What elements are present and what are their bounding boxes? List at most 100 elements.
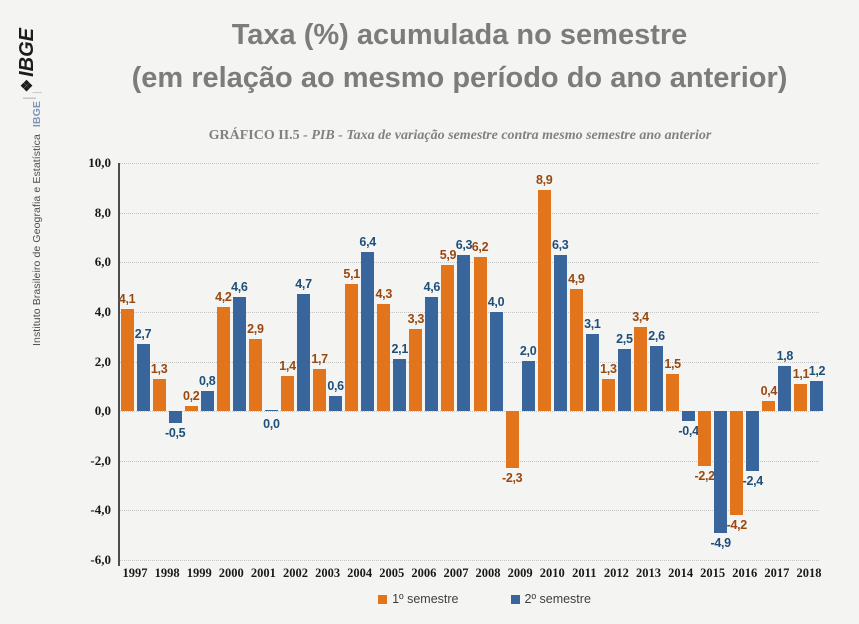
bar-value-label-1º-semestre-2006: 3,3: [407, 312, 425, 327]
bar-1º-semestre-1997: [120, 309, 134, 412]
bar-value-label-2º-semestre-2018: 1,2: [808, 364, 826, 379]
bar-value-label-2º-semestre-2006: 4,6: [423, 280, 441, 295]
x-tick-label-2006: 2006: [411, 566, 437, 580]
bar-1º-semestre-2008: [473, 257, 487, 412]
x-tick-label-1998: 1998: [154, 566, 180, 580]
bar-value-label-1º-semestre-1997: 4,1: [118, 292, 136, 307]
x-tick-label-2001: 2001: [250, 566, 276, 580]
bar-value-label-1º-semestre-2007: 5,9: [439, 248, 457, 263]
bar-value-label-1º-semestre-1998: 1,3: [150, 362, 168, 377]
bar-2º-semestre-2018: [810, 381, 824, 412]
x-tick-label-2016: 2016: [732, 566, 758, 580]
bar-2º-semestre-2005: [393, 359, 407, 412]
bar-1º-semestre-2003: [313, 369, 327, 412]
y-tick-label: -6,0: [90, 552, 111, 567]
sidebar-vertical-text: Instituto Brasileiro de Geografia e Esta…: [31, 91, 47, 346]
x-tick-label-2012: 2012: [603, 566, 629, 580]
bar-value-label-2º-semestre-2009: 2,0: [519, 344, 537, 359]
plot-area: 10,0 8,0 6,0 4,0 2,0 0,0 -2,0 -4,0 -6,0 4,1 2,7 199…: [88, 155, 825, 580]
bar-2º-semestre-2000: [232, 297, 246, 412]
bar-value-label-2º-semestre-2004: 6,4: [359, 235, 376, 250]
bar-2º-semestre-1998: [168, 411, 182, 424]
bar-2º-semestre-2008: [489, 312, 503, 412]
legend-label-1st-semester: 1º semestre: [392, 592, 459, 606]
bar-2º-semestre-2010: [553, 255, 567, 412]
gridline-0,0: [120, 411, 819, 413]
bar-2º-semestre-1997: [136, 344, 150, 412]
x-tick-label-2013: 2013: [635, 566, 661, 580]
x-tick-label-2009: 2009: [507, 566, 533, 580]
bar-1º-semestre-2016: [730, 411, 744, 516]
brand-separator: |: [31, 91, 43, 95]
bar-value-label-1º-semestre-2004: 5,1: [343, 267, 360, 282]
header: Taxa (%) acumulada no semestre (em relaç…: [60, 14, 859, 100]
page-title-line2: (em relação ao mesmo período do ano ante…: [131, 62, 788, 94]
x-tick-label-2002: 2002: [282, 566, 308, 580]
bar-value-label-2º-semestre-1999: 0,8: [198, 374, 216, 389]
chart-subtitle-label: GRÁFICO II.5: [208, 128, 304, 143]
y-tick-label: 0,0: [94, 403, 111, 419]
bar-value-label-2º-semestre-1997: 2,7: [134, 327, 152, 342]
bar-value-label-1º-semestre-2017: 0,4: [760, 384, 778, 399]
y-tick-label: 6,0: [94, 254, 111, 270]
bar-value-label-1º-semestre-2002: 1,4: [279, 359, 296, 374]
legend-swatch-2nd-semester: [510, 594, 520, 604]
bar-value-label-2º-semestre-2000: 4,6: [231, 280, 248, 295]
bar-1º-semestre-2013: [634, 327, 647, 412]
bar-value-label-1º-semestre-2011: 4,9: [568, 272, 585, 287]
bar-2º-semestre-2006: [425, 297, 439, 412]
bar-1º-semestre-1999: [184, 406, 198, 412]
y-tick-label: 8,0: [94, 204, 111, 220]
bar-1º-semestre-2014: [666, 374, 680, 412]
bar-value-label-1º-semestre-2008: 6,2: [471, 240, 489, 255]
bar-value-label-1º-semestre-2001: 2,9: [247, 322, 264, 337]
x-tick-label-2014: 2014: [668, 566, 694, 580]
bar-value-label-2º-semestre-2003: 0,6: [327, 379, 344, 394]
x-tick-label-2010: 2010: [539, 566, 565, 580]
bar-value-label-2º-semestre-2001: 0,0: [263, 417, 280, 432]
ibge-logo-text: IBGE: [16, 28, 38, 77]
bar-value-label-2º-semestre-2017: 1,8: [776, 349, 794, 364]
bar-2º-semestre-2002: [297, 294, 310, 412]
x-tick-label-2000: 2000: [218, 566, 244, 580]
bar-value-label-1º-semestre-2015: -2,2: [694, 469, 716, 484]
bar-1º-semestre-2000: [216, 307, 230, 412]
bar-value-label-1º-semestre-2013: 3,4: [632, 310, 649, 325]
bar-value-label-2º-semestre-2008: 4,0: [487, 295, 505, 310]
x-tick-label-2011: 2011: [572, 566, 597, 580]
gridline--4,0: [120, 510, 819, 512]
bar-value-label-1º-semestre-2010: 8,9: [535, 173, 553, 188]
bar-1º-semestre-2011: [569, 289, 583, 412]
bar-2º-semestre-2003: [329, 396, 343, 412]
x-tick-label-1997: 1997: [122, 566, 148, 580]
legend-item-2nd-semester: 2º semestre: [510, 592, 591, 606]
y-tick-label: -2,0: [90, 452, 111, 468]
bar-2º-semestre-2004: [361, 252, 375, 412]
bar-1º-semestre-2012: [601, 379, 615, 412]
institution-name: Instituto Brasileiro de Geografia e Esta…: [31, 134, 43, 346]
bar-value-label-1º-semestre-2005: 4,3: [375, 287, 393, 302]
bar-1º-semestre-2007: [441, 265, 455, 412]
gridline-8,0: [120, 212, 819, 214]
legend-swatch-1st-semester: [378, 594, 388, 604]
bar-1º-semestre-2015: [698, 411, 712, 467]
bar-value-label-2º-semestre-2005: 2,1: [391, 342, 409, 357]
institution-brand: IBGE: [31, 101, 43, 128]
bar-1º-semestre-2017: [762, 401, 776, 412]
bar-value-label-1º-semestre-1999: 0,2: [182, 389, 200, 404]
bar-value-label-2º-semestre-2012: 2,5: [616, 332, 633, 347]
x-tick-label-2015: 2015: [700, 566, 726, 580]
legend-item-1st-semester: 1º semestre: [378, 592, 459, 606]
gridline-10,0: [120, 163, 819, 164]
bar-value-label-1º-semestre-2000: 4,2: [215, 290, 232, 305]
gridline--2,0: [120, 460, 819, 462]
bar-value-label-2º-semestre-2015: -4,9: [710, 536, 732, 551]
legend: 1º semestre 2º semestre: [60, 592, 859, 606]
bar-1º-semestre-2009: [505, 411, 519, 469]
ibge-logo: |❖IBGE: [16, 8, 50, 100]
bar-2º-semestre-1999: [200, 391, 214, 412]
x-tick-label-2003: 2003: [315, 566, 341, 580]
x-tick-label-2004: 2004: [347, 566, 373, 580]
x-tick-label-2007: 2007: [443, 566, 469, 580]
bar-value-label-1º-semestre-2014: 1,5: [664, 357, 681, 372]
